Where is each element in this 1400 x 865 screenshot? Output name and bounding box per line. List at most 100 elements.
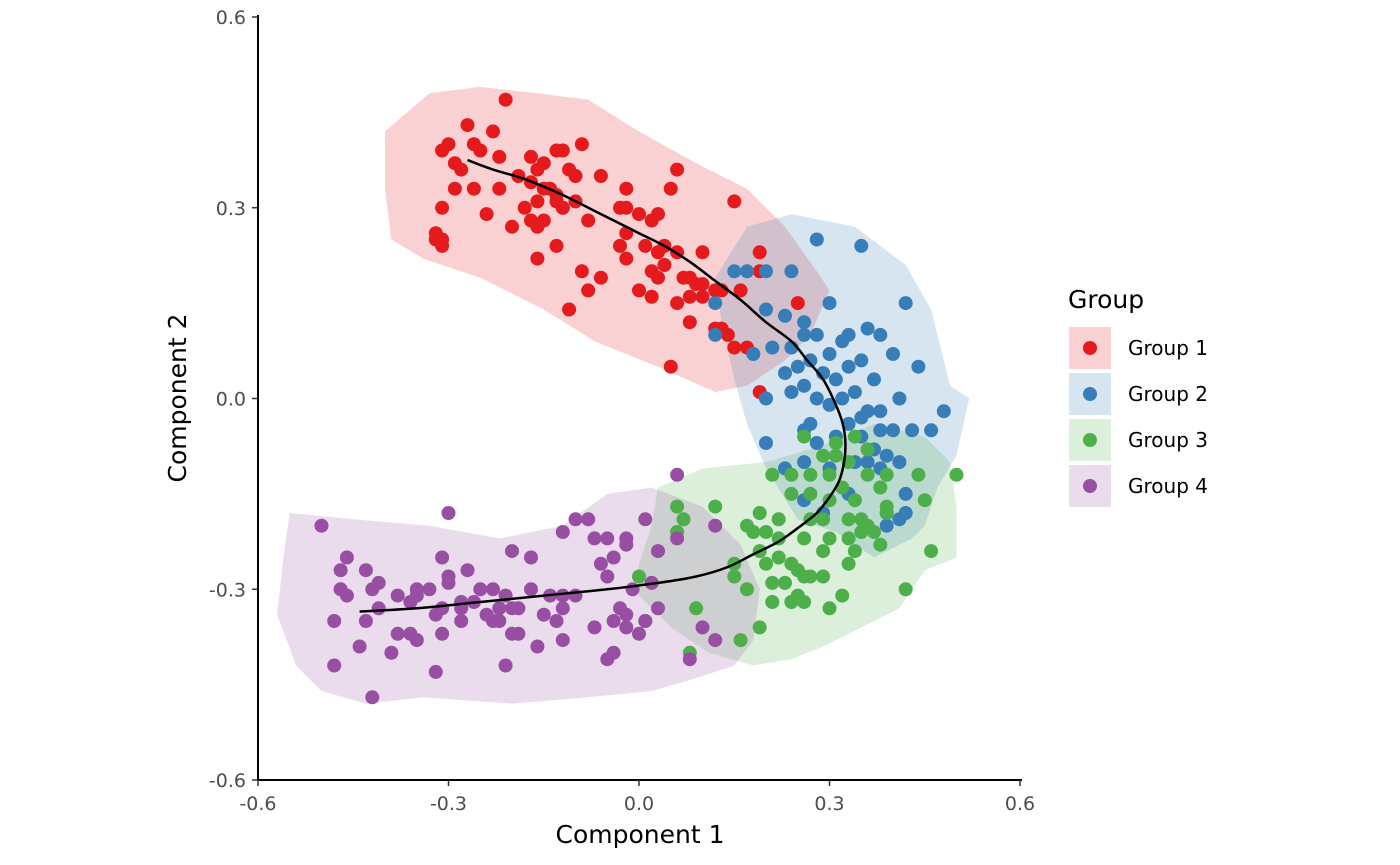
group-2-point [886, 423, 900, 438]
group-2-point [854, 238, 869, 253]
group-3-point [867, 525, 881, 539]
group-3-point [797, 569, 812, 584]
group-4-point [371, 601, 386, 616]
group-1-point [530, 251, 545, 266]
group-1-point [454, 162, 469, 177]
group-4-point [708, 518, 723, 533]
group-2-point [847, 385, 862, 400]
trajectory-curve [359, 158, 847, 613]
group-3-point [759, 525, 773, 539]
group-1-point [581, 283, 596, 298]
group-2-point [892, 391, 907, 406]
group-4-point [536, 607, 551, 622]
group-3-point [765, 467, 780, 482]
group-4-point [327, 658, 342, 673]
group-4-point [435, 550, 450, 565]
group-4-point [651, 544, 665, 559]
group-1-point [670, 162, 685, 177]
group-4-point [327, 614, 342, 628]
group-2-point [797, 315, 812, 330]
group-3-point [860, 442, 875, 457]
x-tick-label: -0.3 [430, 793, 467, 815]
group-2-legend-marker [1083, 387, 1097, 401]
group-1-point [530, 194, 545, 209]
group-1-point [562, 302, 577, 317]
group-1-point [695, 289, 710, 304]
group-3-point [797, 429, 812, 444]
group-4-point [498, 658, 513, 673]
group-3-point [752, 620, 767, 635]
group-2-point [873, 404, 888, 419]
group-4-point [651, 601, 665, 616]
group-4-point [352, 639, 367, 654]
group-2-point [809, 327, 824, 342]
group-2-point [759, 391, 773, 406]
group-1-point [752, 245, 767, 260]
group-4-point [581, 512, 596, 527]
group-1-point [663, 359, 678, 374]
group-2-point [854, 410, 869, 425]
group-4-point [619, 537, 634, 552]
group-2-point [727, 264, 742, 279]
x-tick-label: 0.3 [814, 793, 844, 815]
group-1-point [574, 264, 589, 279]
group-1-point [682, 289, 697, 304]
group-3-point [822, 601, 837, 616]
group-4-legend-marker [1083, 479, 1097, 493]
group-3-point [828, 436, 843, 450]
group-4-point [492, 601, 507, 616]
group-4-point [568, 512, 583, 527]
group-2-point [905, 423, 920, 438]
group-2-point [898, 486, 913, 501]
group-1-point [663, 181, 678, 196]
group-3-point [689, 601, 704, 616]
group-2-point [778, 308, 792, 323]
group-2-point [746, 347, 761, 361]
group-2-point [816, 366, 831, 381]
group-3-point [841, 556, 856, 571]
x-axis-title: Component 1 [556, 820, 725, 849]
group-3-point [835, 588, 850, 603]
group-4-point [606, 614, 621, 628]
group-3-point [746, 525, 761, 539]
group-1-point [619, 181, 634, 196]
group-3-point [778, 575, 792, 590]
group-4-point [619, 607, 634, 622]
group-4-point [473, 582, 488, 597]
group-2-point [822, 347, 837, 361]
group-3-point [784, 486, 799, 501]
group-4-point [555, 633, 570, 648]
group-2-point [828, 372, 843, 387]
group-2-point [924, 423, 939, 438]
group-4-point [390, 588, 405, 603]
group-3-point [632, 569, 646, 584]
group-3-point [854, 525, 869, 539]
group-1-point [682, 315, 697, 330]
group-1-point [695, 245, 710, 260]
group-3-point [784, 467, 799, 482]
group-1-point [593, 169, 608, 183]
y-axis-title: Component 2 [163, 314, 192, 483]
group-4-point [670, 531, 685, 546]
group-2-point [740, 264, 754, 279]
group-2-point [809, 232, 824, 247]
group-4-point [695, 620, 710, 635]
group-2-point [797, 327, 812, 342]
y-tick-label: -0.6 [209, 770, 246, 792]
group-1-point [613, 238, 627, 253]
group-1-point [695, 277, 710, 292]
group-4-point [390, 626, 405, 641]
group-4-point [555, 588, 570, 603]
group-1-point [517, 200, 532, 215]
group-4-point [486, 582, 500, 597]
group-4-point [555, 601, 570, 616]
group-2-point [911, 359, 926, 374]
group-1-point [460, 118, 475, 133]
group-4-point [333, 563, 348, 578]
group-4-point [568, 588, 583, 603]
group-4-point [435, 626, 450, 641]
group-3-point [822, 467, 837, 482]
group-2-point [708, 327, 723, 342]
group-3-point [752, 506, 767, 520]
legend-title: Group [1068, 285, 1144, 314]
